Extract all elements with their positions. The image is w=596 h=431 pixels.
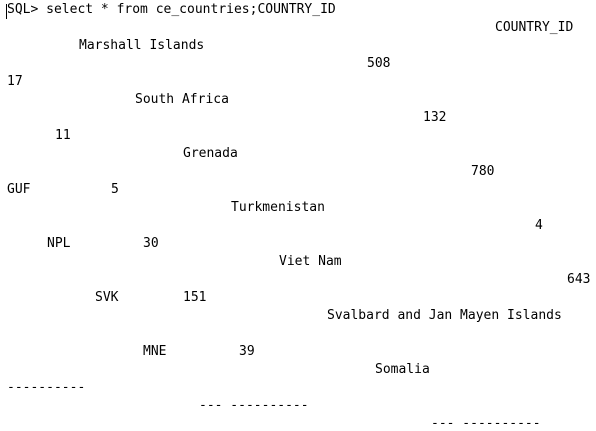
output-value: 151 (183, 290, 207, 305)
output-country-name: Viet Nam (279, 254, 342, 269)
output-country-name: Svalbard and Jan Mayen Islands (327, 308, 562, 323)
output-value: 39 (239, 344, 255, 359)
command-line: SQL> select * from ce_countries;COUNTRY_… (7, 2, 336, 17)
output-value: 30 (143, 236, 159, 251)
output-value: 4 (535, 218, 543, 233)
column-separator: --- ---------- (431, 416, 541, 431)
output-value: 643 (567, 272, 591, 287)
output-country-name: Marshall Islands (79, 38, 205, 53)
output-value: 11 (55, 128, 71, 143)
text-cursor (6, 4, 7, 19)
output-country-code: GUF (7, 182, 31, 197)
output-country-name: South Africa (135, 92, 229, 107)
output-country-code: NPL (47, 236, 71, 251)
output-value: 508 (367, 56, 391, 71)
output-value: 132 (423, 110, 447, 125)
output-country-name: Somalia (375, 362, 430, 377)
column-separator: --- ---------- (199, 398, 309, 413)
column-separator: ---------- (7, 380, 86, 395)
output-value: 17 (7, 74, 23, 89)
output-value: 780 (471, 164, 495, 179)
output-country-name: Turkmenistan (231, 200, 325, 215)
output-value: 5 (111, 182, 119, 197)
output-header-country-id: COUNTRY_ID (495, 20, 574, 35)
output-country-code: MNE (143, 344, 167, 359)
output-country-code: SVK (95, 290, 119, 305)
output-country-name: Grenada (183, 146, 238, 161)
